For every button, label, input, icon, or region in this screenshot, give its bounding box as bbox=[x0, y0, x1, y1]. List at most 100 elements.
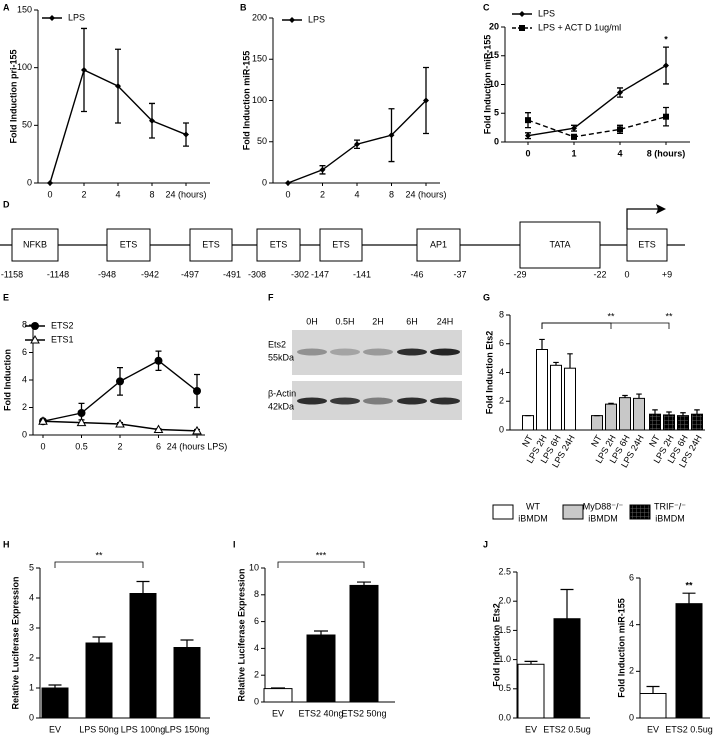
element-start: -497 bbox=[181, 269, 199, 279]
marker bbox=[571, 133, 577, 140]
x-tick-label: ETS2 0.5ug bbox=[665, 724, 713, 734]
element-label: NFKB bbox=[23, 239, 47, 249]
bar bbox=[605, 403, 617, 431]
y-axis-label: Fold Induction miR-155 bbox=[482, 35, 492, 135]
legend-label: LPS bbox=[538, 8, 555, 18]
panel-letter: G bbox=[483, 292, 490, 302]
marker bbox=[76, 417, 87, 427]
bar bbox=[41, 687, 69, 719]
panel-letter: C bbox=[483, 2, 490, 12]
significance-bracket bbox=[541, 322, 612, 329]
marker bbox=[149, 117, 155, 124]
panel-letter: H bbox=[3, 539, 10, 549]
panel-letter: B bbox=[240, 2, 247, 12]
y-tick-label: 100 bbox=[252, 95, 267, 105]
element-start: -1158 bbox=[1, 269, 23, 279]
legend-marker bbox=[49, 15, 55, 21]
element-box bbox=[416, 228, 461, 262]
y-tick-label: 6 bbox=[22, 347, 27, 357]
y-axis-label: Fold Induction bbox=[2, 349, 12, 411]
element-end: -491 bbox=[223, 269, 241, 279]
bar bbox=[649, 413, 661, 431]
blot-band bbox=[297, 348, 327, 356]
marker bbox=[183, 131, 189, 138]
element-end: -942 bbox=[141, 269, 159, 279]
line bbox=[527, 64, 667, 137]
x-tick-label: EV bbox=[525, 724, 537, 734]
element-start: 0 bbox=[624, 269, 629, 279]
panel-letter: A bbox=[3, 2, 10, 12]
error-bar bbox=[608, 402, 614, 405]
legend-marker bbox=[519, 11, 525, 17]
bar bbox=[677, 415, 689, 431]
x-tick-label: EV bbox=[647, 724, 659, 734]
bar bbox=[536, 349, 548, 431]
marker bbox=[193, 387, 201, 395]
element-label: ETS bbox=[202, 239, 220, 249]
error-bar bbox=[48, 684, 62, 688]
row-size: 55kDa bbox=[268, 352, 294, 362]
x-tick-label: ETS2 40ng bbox=[298, 708, 343, 718]
lane-label: 2H bbox=[372, 316, 384, 326]
element-box bbox=[626, 228, 668, 262]
error-bar bbox=[357, 581, 371, 586]
bar bbox=[517, 663, 545, 719]
line bbox=[527, 116, 667, 138]
marker bbox=[319, 166, 326, 173]
significance-label: ** bbox=[607, 311, 615, 321]
legend-marker bbox=[31, 322, 39, 330]
y-tick-label: 50 bbox=[257, 136, 267, 146]
panel-letter: D bbox=[3, 199, 10, 209]
element-label: ETS bbox=[332, 239, 350, 249]
y-tick-label: 10 bbox=[249, 562, 259, 572]
x-tick-label: 2 bbox=[320, 189, 325, 199]
element-box bbox=[519, 221, 601, 269]
element-start: -308 bbox=[248, 269, 266, 279]
element-end: -22 bbox=[593, 269, 606, 279]
blot-band bbox=[330, 348, 360, 356]
y-tick-label: 0 bbox=[262, 177, 267, 187]
x-tick-label: 0 bbox=[525, 148, 530, 158]
y-tick-label: 5 bbox=[29, 562, 34, 572]
error-bar bbox=[314, 630, 328, 635]
error-bar bbox=[682, 592, 696, 604]
x-tick-label: 0 bbox=[285, 189, 290, 199]
y-axis-label: Fold Induction Ets2 bbox=[491, 603, 501, 687]
x-tick-label: EV bbox=[49, 724, 61, 734]
element-label: AP1 bbox=[430, 239, 447, 249]
y-tick-label: 100 bbox=[17, 62, 32, 72]
y-tick-label: 150 bbox=[17, 4, 32, 14]
lane-label: 24H bbox=[437, 316, 454, 326]
y-tick-label: 0 bbox=[27, 177, 32, 187]
marker bbox=[354, 141, 360, 148]
marker bbox=[388, 132, 395, 139]
legend-swatch bbox=[492, 504, 514, 520]
tss-arrow bbox=[626, 208, 658, 229]
blot-band bbox=[330, 397, 360, 405]
error-bar bbox=[271, 687, 285, 689]
significance-label: ** bbox=[665, 311, 673, 321]
legend-label: ETS1 bbox=[51, 334, 74, 344]
element-label: TATA bbox=[550, 239, 571, 249]
lane-label: 0.5H bbox=[335, 316, 354, 326]
x-tick-label: 8 (hours) bbox=[647, 148, 686, 158]
element-end: +9 bbox=[662, 269, 672, 279]
error-bar bbox=[524, 660, 538, 665]
y-tick-label: 2 bbox=[499, 396, 504, 406]
blot-band bbox=[297, 397, 327, 405]
marker bbox=[525, 132, 531, 139]
x-tick-label: 0 bbox=[40, 441, 45, 451]
x-tick-label: 4 bbox=[354, 189, 359, 199]
y-tick-label: 200 bbox=[252, 12, 267, 22]
y-tick-label: 20 bbox=[489, 21, 499, 31]
legend-label: LPS + ACT D 1ug/ml bbox=[538, 22, 621, 32]
bar bbox=[663, 414, 675, 431]
marker bbox=[285, 180, 291, 186]
marker bbox=[617, 126, 623, 133]
error-bar bbox=[680, 412, 686, 416]
marker bbox=[663, 62, 669, 69]
y-tick-label: 0.0 bbox=[498, 712, 511, 722]
element-label: ETS bbox=[270, 239, 288, 249]
y-tick-label: 4 bbox=[29, 592, 34, 602]
